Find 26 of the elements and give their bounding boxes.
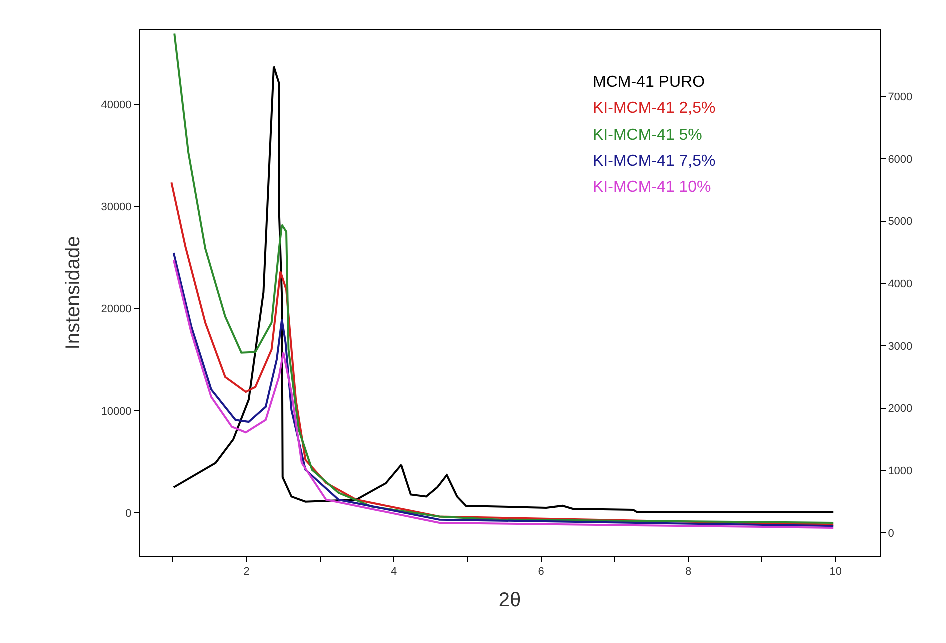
- y2-tick-label: 6000: [888, 154, 913, 166]
- y2-tick-label: 5000: [888, 216, 913, 228]
- y2-tick-label: 0: [888, 528, 894, 540]
- x-tick-label: 4: [390, 566, 398, 578]
- y2-tick-label: 7000: [888, 92, 913, 104]
- y2-tick-label: 1000: [888, 465, 913, 478]
- y-tick-label: 20000: [101, 304, 132, 316]
- x-tick-label: 6: [538, 566, 544, 578]
- x-tick-label: 8: [685, 566, 692, 578]
- x-axis-title: 2θ: [498, 590, 522, 612]
- y-axis-title: Instensidade: [62, 236, 85, 350]
- y2-tick-label: 4000: [888, 278, 913, 290]
- text: MCM-41 PURO: [593, 74, 706, 91]
- x-tick-label: 10: [830, 566, 842, 578]
- text: KI-MCM-41 2,5%: [593, 100, 716, 117]
- y-tick-label: 30000: [101, 202, 132, 214]
- text: KI-MCM-41 5%: [593, 127, 702, 144]
- y-tick-label: 0: [126, 508, 132, 520]
- y2-tick-label: 3000: [888, 340, 913, 353]
- text: KI-MCM-41 7,5%: [593, 153, 716, 170]
- y2-tick-label: 2000: [888, 403, 913, 416]
- line-series: [170, 182, 835, 526]
- y-tick-label: 10000: [101, 406, 132, 418]
- x-tick-label: 2: [244, 566, 250, 578]
- y-tick-label: 40000: [101, 99, 132, 112]
- text: KI-MCM-41 10%: [593, 179, 712, 196]
